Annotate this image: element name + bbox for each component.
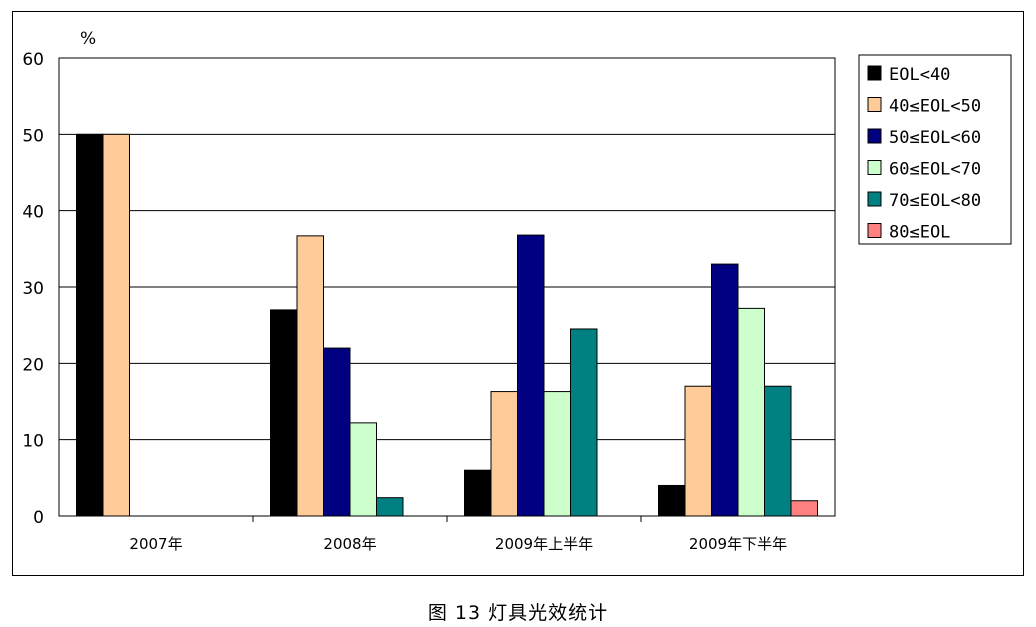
y-tick-label: 50 <box>22 126 44 146</box>
bar <box>684 385 712 517</box>
legend-label: EOL<40 <box>889 65 950 85</box>
bar <box>764 385 792 517</box>
x-tick-label: 2009年下半年 <box>689 535 787 553</box>
legend-label: 60≤EOL<70 <box>889 160 981 180</box>
y-unit-label: % <box>80 29 96 49</box>
bar <box>102 133 130 517</box>
y-tick-label: 0 <box>33 508 44 528</box>
legend-label: 70≤EOL<80 <box>889 191 981 211</box>
bar <box>490 391 518 517</box>
legend-swatch <box>867 97 882 112</box>
bar <box>570 328 598 517</box>
bar <box>464 469 492 517</box>
bar <box>543 391 571 517</box>
bar <box>517 234 545 517</box>
bar <box>711 263 739 517</box>
legend-label: 50≤EOL<60 <box>889 128 981 148</box>
figure-caption: 图 13 灯具光效统计 <box>427 602 609 624</box>
legend-box <box>858 54 1012 245</box>
y-tick-label: 10 <box>22 432 44 452</box>
x-tick-label: 2008年 <box>323 535 376 553</box>
bar <box>323 347 351 517</box>
bar <box>76 133 104 517</box>
legend-swatch <box>867 191 882 207</box>
legend-label: 40≤EOL<50 <box>889 97 981 117</box>
bar <box>737 307 765 517</box>
bar <box>376 497 404 517</box>
x-tick-label: 2007年 <box>129 535 182 553</box>
legend-swatch <box>867 223 882 238</box>
legend-swatch <box>867 128 882 144</box>
bar <box>790 500 818 517</box>
legend-label: 80≤EOL <box>889 223 950 243</box>
bar <box>349 422 377 517</box>
bar <box>296 235 324 517</box>
bar <box>658 484 686 517</box>
y-tick-label: 20 <box>22 355 44 375</box>
y-tick-label: 40 <box>22 203 44 223</box>
y-tick-label: 60 <box>22 50 44 70</box>
legend-swatch <box>867 65 882 81</box>
y-tick-label: 30 <box>22 279 44 299</box>
x-tick-label: 2009年上半年 <box>495 535 593 553</box>
legend-swatch <box>867 160 882 175</box>
bar <box>270 309 298 517</box>
